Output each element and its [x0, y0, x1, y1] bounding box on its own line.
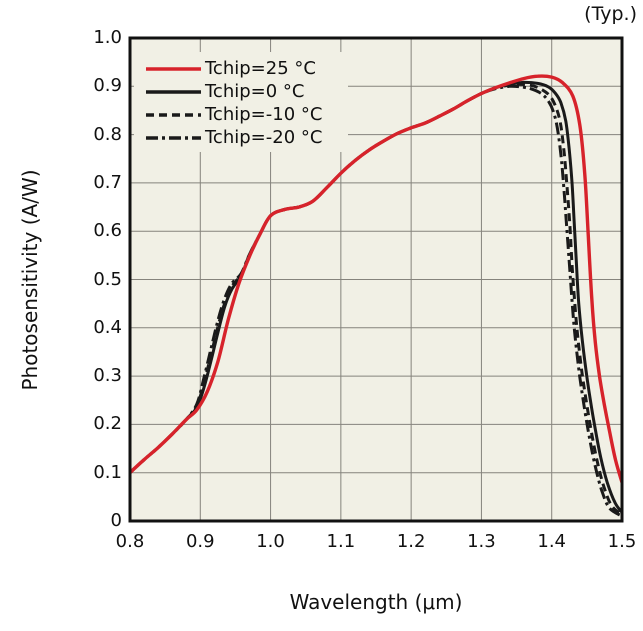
x-tick-label: 1.1	[326, 531, 356, 552]
y-tick-label: 0.7	[93, 171, 122, 193]
legend-item-label: Tchip=0 °C	[205, 81, 305, 102]
x-tick-label: 0.8	[115, 531, 145, 552]
y-tick-label: 0.8	[93, 123, 122, 145]
legend-item: Tchip=0 °C	[146, 80, 322, 103]
typ-condition-label: (Typ.)	[584, 3, 637, 25]
series-line-tchip-25c	[130, 74, 622, 483]
y-tick-label: 0.9	[93, 75, 122, 97]
x-axis-title: Wavelength (μm)	[289, 590, 463, 614]
x-tick-label: 1.3	[467, 531, 496, 552]
x-tick-label: 1.5	[607, 531, 637, 552]
legend-item: Tchip=-20 °C	[146, 126, 322, 149]
y-tick-label: 0	[110, 510, 122, 531]
x-tick-label: 1.2	[396, 531, 426, 552]
legend-line-swatch	[146, 112, 201, 117]
legend-item-label: Tchip=-10 °C	[205, 104, 323, 125]
y-tick-label: 0.4	[93, 316, 122, 338]
x-tick-label: 1.0	[256, 531, 285, 552]
y-tick-label: 1.0	[93, 27, 122, 48]
legend-item-label: Tchip=25 °C	[205, 58, 316, 79]
x-tick-label: 1.4	[537, 531, 567, 552]
legend-line-swatch	[146, 66, 201, 71]
legend-item: Tchip=25 °C	[146, 57, 322, 80]
y-axis-title: Photosensitivity (A/W)	[18, 169, 42, 391]
x-tick-label: 0.9	[185, 531, 215, 552]
legend-item: Tchip=-10 °C	[146, 103, 322, 126]
legend: Tchip=25 °C Tchip=0 °C Tchip=-10 °C Tchip=-…	[146, 57, 322, 149]
legend-line-swatch	[146, 135, 201, 140]
legend-item-label: Tchip=-20 °C	[205, 127, 323, 148]
plot-frame	[128, 36, 624, 523]
y-tick-label: 0.6	[93, 220, 122, 242]
y-tick-label: 0.5	[93, 268, 122, 290]
y-tick-label: 0.3	[93, 365, 122, 387]
legend-line-swatch	[146, 89, 201, 94]
y-tick-label: 0.2	[93, 413, 122, 435]
series-curves	[130, 74, 622, 518]
y-tick-label: 0.1	[93, 461, 122, 483]
